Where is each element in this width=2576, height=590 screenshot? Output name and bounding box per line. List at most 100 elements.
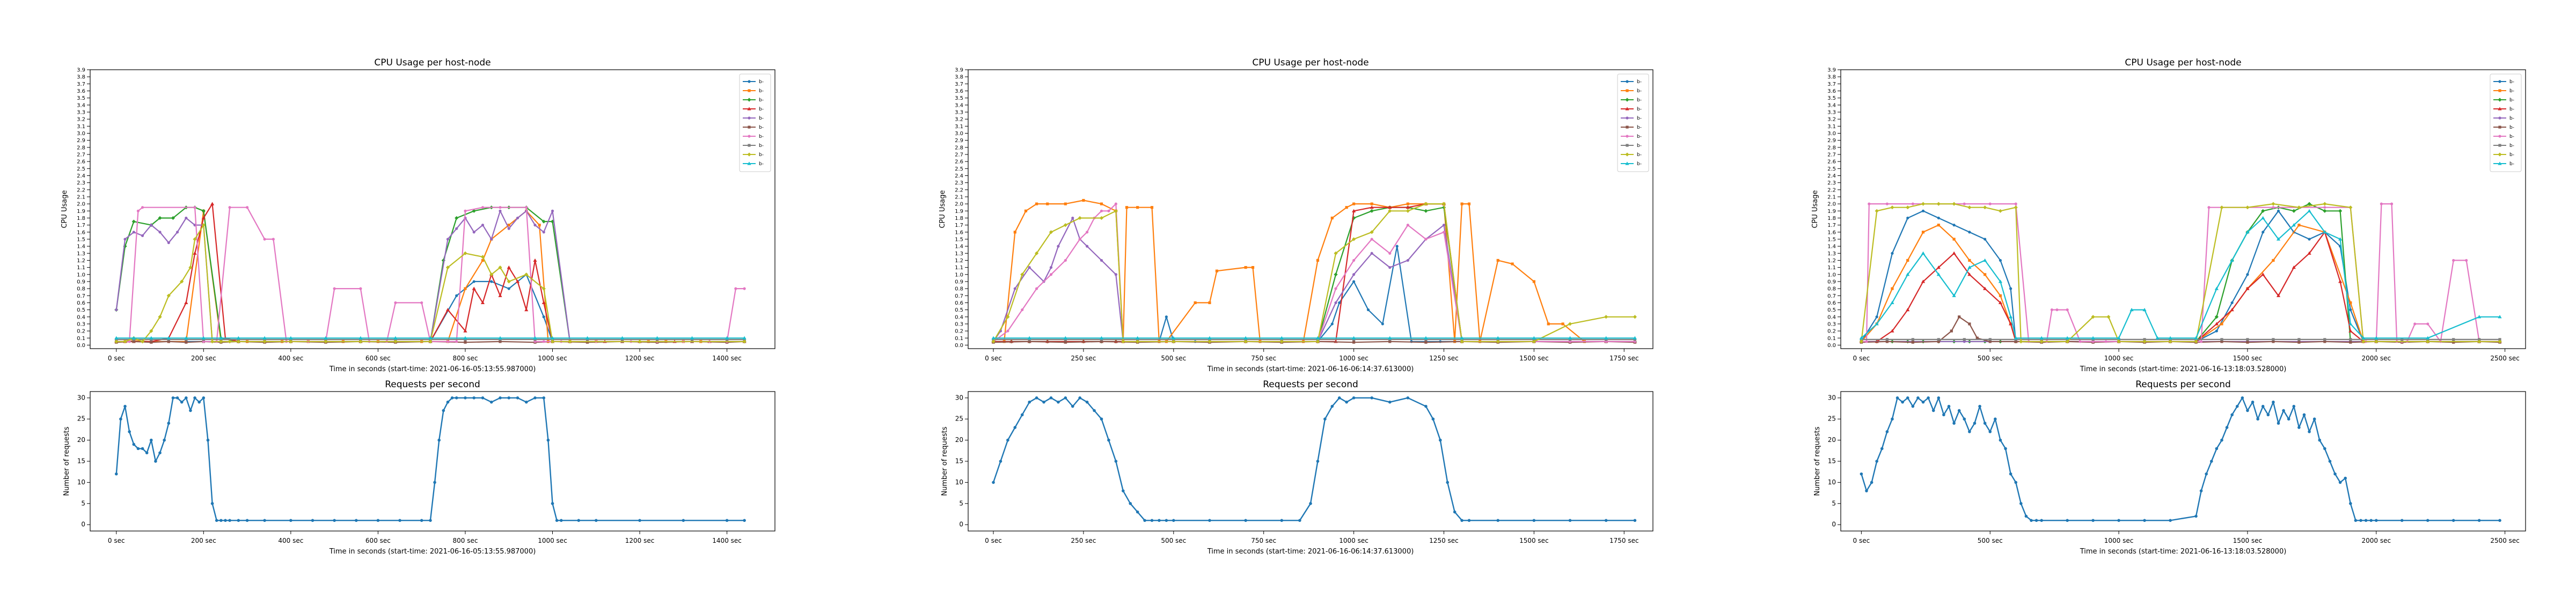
data-point bbox=[2390, 202, 2394, 205]
data-point bbox=[1406, 209, 1410, 213]
y-tick-label: 2.7 bbox=[77, 152, 85, 158]
data-point bbox=[2262, 231, 2265, 234]
data-point bbox=[524, 307, 529, 312]
data-point bbox=[167, 340, 170, 343]
y-tick-label: 1.3 bbox=[955, 251, 963, 257]
legend-marker bbox=[1626, 126, 1629, 129]
data-point bbox=[2014, 481, 2017, 484]
legend-marker bbox=[2498, 80, 2501, 83]
y-axis-label: CPU Usage bbox=[1811, 190, 1819, 228]
data-point bbox=[1136, 338, 1139, 341]
data-point bbox=[1129, 502, 1132, 505]
data-point bbox=[515, 279, 520, 283]
y-tick-label: 1.8 bbox=[1827, 216, 1836, 222]
data-point bbox=[1875, 209, 1879, 213]
data-point bbox=[472, 231, 475, 234]
data-point bbox=[263, 338, 266, 341]
y-tick-label: 3.5 bbox=[77, 95, 85, 101]
y-tick-label: 2.9 bbox=[955, 138, 963, 144]
data-point bbox=[1243, 340, 1248, 344]
data-point bbox=[358, 340, 363, 344]
data-point bbox=[992, 338, 995, 341]
x-tick-label: 750 sec bbox=[1251, 355, 1276, 362]
data-point bbox=[2400, 519, 2404, 522]
data-point bbox=[2246, 338, 2249, 341]
y-tick-label: 1.4 bbox=[77, 244, 85, 250]
data-point bbox=[2498, 315, 2502, 319]
data-point bbox=[463, 251, 467, 255]
legend-label: b- bbox=[1637, 88, 1642, 94]
data-point bbox=[1983, 422, 1987, 425]
data-point bbox=[272, 238, 275, 241]
data-point bbox=[149, 438, 153, 442]
y-axis-label: Number of requests bbox=[941, 426, 949, 496]
data-point bbox=[1114, 202, 1117, 205]
data-point bbox=[690, 338, 694, 341]
data-point bbox=[1136, 336, 1140, 340]
data-point bbox=[2451, 519, 2455, 522]
data-point bbox=[620, 338, 624, 341]
x-tick-label: 0 sec bbox=[1853, 537, 1870, 544]
data-point bbox=[2323, 230, 2327, 234]
data-point bbox=[1947, 404, 1951, 408]
data-point bbox=[1496, 259, 1499, 262]
y-axis-label: Number of requests bbox=[63, 426, 71, 496]
data-point bbox=[1406, 259, 1409, 262]
data-point bbox=[2452, 341, 2455, 344]
data-point bbox=[1330, 216, 1334, 220]
legend-label: b- bbox=[759, 125, 764, 130]
y-tick-label: 5 bbox=[81, 499, 85, 507]
data-point bbox=[245, 519, 249, 522]
data-point bbox=[2266, 413, 2270, 417]
data-point bbox=[171, 396, 175, 400]
data-point bbox=[262, 340, 267, 344]
chart-title: CPU Usage per host-node bbox=[1252, 57, 1368, 68]
data-point bbox=[1968, 231, 1971, 234]
data-point bbox=[2323, 206, 2326, 209]
data-point bbox=[1208, 301, 1211, 305]
series-9 bbox=[114, 336, 747, 340]
data-point bbox=[1251, 266, 1255, 269]
series-line bbox=[993, 200, 1635, 342]
x-tick-label: 500 sec bbox=[1978, 355, 2003, 362]
data-point bbox=[1911, 404, 1915, 408]
y-tick-label: 1.7 bbox=[1827, 223, 1836, 228]
data-point bbox=[2287, 417, 2290, 421]
data-point bbox=[1100, 417, 1103, 421]
cpu-usage-chart: 0 sec 200 sec 400 sec 600 sec 800 sec 1000 se… bbox=[61, 57, 775, 373]
y-tick-label: 3.7 bbox=[77, 82, 85, 87]
y-tick-label: 0.8 bbox=[955, 286, 963, 292]
data-point bbox=[1100, 259, 1103, 262]
x-axis-label: Time in seconds (start-time: 2021-06-16-… bbox=[329, 365, 536, 373]
data-point bbox=[2209, 460, 2213, 463]
data-point bbox=[682, 519, 685, 522]
data-point bbox=[2019, 502, 2023, 505]
data-point bbox=[445, 266, 450, 270]
y-tick-label: 0 bbox=[81, 521, 85, 528]
data-point bbox=[2498, 338, 2501, 341]
legend-label: b- bbox=[759, 98, 764, 103]
legend-label: b- bbox=[2509, 88, 2514, 94]
data-point bbox=[145, 451, 149, 455]
data-point bbox=[1309, 502, 1312, 505]
data-point bbox=[2498, 340, 2502, 344]
data-point bbox=[2009, 315, 2013, 319]
data-point bbox=[2323, 447, 2326, 451]
data-point bbox=[1352, 396, 1356, 400]
data-point bbox=[2065, 336, 2069, 340]
y-tick-label: 3.1 bbox=[955, 124, 963, 130]
data-point bbox=[1890, 205, 1894, 210]
y-tick-label: 3.5 bbox=[955, 95, 963, 101]
y-tick-label: 0.9 bbox=[955, 279, 963, 285]
y-tick-label: 1.2 bbox=[1827, 258, 1836, 264]
data-point bbox=[516, 396, 519, 400]
data-point bbox=[202, 396, 206, 400]
data-point bbox=[1035, 287, 1038, 290]
y-tick-label: 0.1 bbox=[77, 336, 85, 342]
y-tick-label: 0.5 bbox=[1827, 307, 1836, 313]
data-point bbox=[1998, 300, 2003, 305]
y-tick-label: 2.9 bbox=[77, 138, 85, 144]
data-point bbox=[499, 209, 502, 212]
data-point bbox=[499, 206, 502, 209]
data-point bbox=[1891, 287, 1894, 290]
